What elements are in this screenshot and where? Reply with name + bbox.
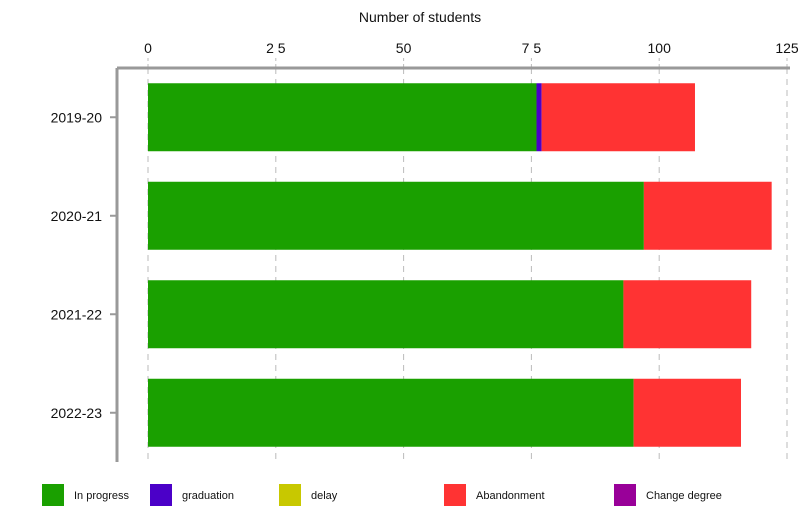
y-tick-labels: 2019-20 2020-21 2021-22 2022-23: [51, 109, 117, 421]
bar-segment: [536, 83, 542, 152]
bar-segment: [148, 83, 537, 152]
legend-swatch: [279, 484, 301, 506]
x-axis-title: Number of students: [359, 9, 481, 25]
legend-swatch: [150, 484, 172, 506]
bar-segment: [148, 378, 634, 447]
y-tick-label: 2020-21: [51, 208, 103, 224]
bar-segment: [633, 378, 741, 447]
bar-segment: [148, 181, 644, 250]
bar-segment: [148, 280, 624, 349]
x-tick-label: 0: [144, 40, 152, 56]
y-tick-label: 2019-20: [51, 109, 103, 125]
legend-swatch: [42, 484, 64, 506]
legend-label: graduation: [182, 490, 234, 502]
bars: [148, 83, 772, 447]
axes: [115, 66, 790, 462]
y-tick-label: 2021-22: [51, 306, 103, 322]
bar-segment: [643, 181, 772, 250]
legend-swatch: [444, 484, 466, 506]
legend-label: In progress: [74, 490, 130, 502]
x-tick-label: 50: [396, 40, 412, 56]
y-tick-label: 2022-23: [51, 405, 103, 421]
legend: In progress graduation delay Abandonment Cha…: [42, 484, 722, 506]
x-tick-label: 125: [775, 40, 799, 56]
legend-label: Change degree: [646, 490, 722, 502]
legend-label: Abandonment: [476, 490, 545, 502]
x-tick-label: 100: [648, 40, 672, 56]
legend-swatch: [614, 484, 636, 506]
legend-label: delay: [311, 490, 338, 502]
grid-lines: [147, 58, 788, 462]
x-tick-label: 2 5: [266, 40, 286, 56]
bar-segment: [541, 83, 695, 152]
bar-segment: [623, 280, 752, 349]
x-tick-label: 7 5: [522, 40, 542, 56]
